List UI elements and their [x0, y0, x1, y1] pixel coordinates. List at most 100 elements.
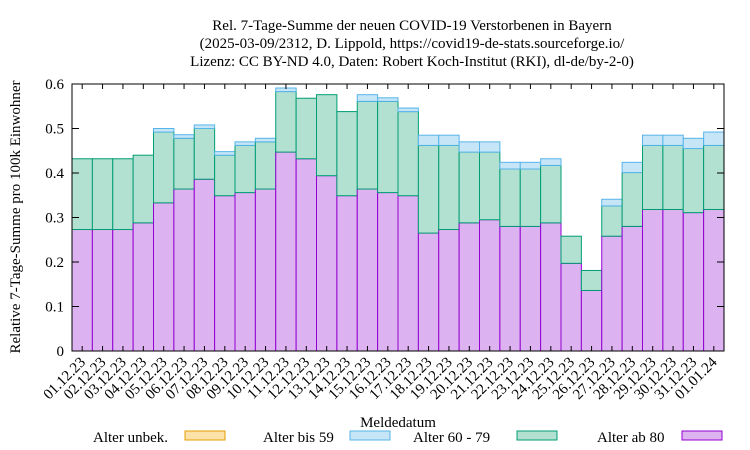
y-tick-label: 0.6 [45, 77, 64, 93]
bar-alter-bis-59-9 [254, 137, 277, 143]
bar-alter-bis-59-17 [417, 134, 440, 146]
bar-alter-bis-59-21 [499, 161, 521, 170]
bar-alter-60-79-3 [132, 154, 155, 224]
bar-alter-60-79-6 [193, 128, 216, 180]
bar-alter-60-79-31 [703, 144, 725, 210]
bar-alter-ab-80-28 [642, 208, 664, 352]
bar-alter-60-79-7 [214, 154, 236, 197]
bar-alter-bis-59-26 [601, 198, 623, 207]
bar-alter-ab-80-20 [479, 219, 501, 352]
bar-alter-bis-59-28 [642, 134, 664, 146]
bar-alter-60-79-20 [479, 151, 501, 221]
y-axis: 0 0.1 0.2 0.3 0.4 0.5 0.6 [45, 77, 724, 360]
bar-alter-ab-80-26 [601, 235, 623, 352]
bar-alter-60-79-30 [682, 148, 705, 214]
bar-alter-60-79-29 [662, 144, 684, 210]
bar-alter-ab-80-27 [621, 225, 644, 352]
bar-alter-bis-59-27 [621, 161, 644, 174]
bar-alter-bis-59-14 [356, 94, 379, 102]
bar-alter-ab-80-2 [112, 229, 134, 352]
bar-alter-60-79-18 [438, 144, 460, 231]
legend-label: Alter ab 80 [597, 430, 664, 446]
bar-alter-60-79-2 [112, 158, 134, 231]
bar-alter-60-79-23 [540, 164, 562, 224]
bar-alter-bis-59-15 [377, 97, 399, 102]
legend-label: Alter 60 - 79 [413, 430, 490, 446]
bar-alter-ab-80-22 [519, 225, 542, 352]
bar-alter-ab-80-10 [275, 151, 297, 352]
title-line-2: (2025-03-09/2312, D. Lippold, https://co… [200, 36, 625, 52]
bar-alter-ab-80-13 [336, 195, 358, 352]
bar-alter-ab-80-6 [193, 178, 216, 352]
bar-alter-ab-80-12 [316, 175, 338, 352]
bar-alter-60-79-26 [601, 205, 623, 237]
x-axis-label: Meldedatum [360, 415, 436, 431]
y-axis-label: Relative 7-Tage-Summe pro 100k Einwohner [8, 80, 24, 353]
y-tick-label: 0.2 [45, 255, 64, 271]
bar-alter-ab-80-9 [254, 188, 277, 352]
bar-alter-bis-59-6 [193, 124, 216, 130]
bar-alter-ab-80-18 [438, 229, 460, 352]
bar-alter-60-79-21 [499, 168, 521, 227]
bar-alter-60-79-9 [254, 141, 277, 190]
bar-alter-bis-59-5 [173, 134, 195, 139]
bar-alter-60-79-12 [316, 94, 338, 177]
chart-title: Rel. 7-Tage-Summe der neuen COVID-19 Ver… [190, 18, 634, 70]
bar-alter-bis-59-31 [703, 131, 725, 146]
bar-alter-bis-59-20 [479, 141, 501, 153]
title-line-3: Lizenz: CC BY-ND 4.0, Daten: Robert Koch… [190, 54, 634, 70]
bar-alter-60-79-25 [580, 269, 603, 291]
title-line-1: Rel. 7-Tage-Summe der neuen COVID-19 Ver… [212, 18, 612, 34]
bar-alter-60-79-1 [91, 158, 114, 231]
bar-alter-60-79-11 [295, 97, 318, 160]
bar-alter-bis-59-19 [458, 141, 481, 153]
y-tick-label: 0.5 [45, 122, 64, 138]
bar-alter-ab-80-14 [356, 188, 379, 352]
legend-swatch [349, 430, 391, 441]
bar-alter-ab-80-30 [682, 212, 705, 352]
bar-alter-bis-59-16 [397, 107, 419, 113]
bar-alter-60-79-14 [356, 100, 379, 190]
bar-alter-60-79-13 [336, 111, 358, 197]
bar-alter-bis-59-30 [682, 137, 705, 150]
bar-alter-60-79-19 [458, 151, 481, 224]
bars [71, 87, 725, 352]
bar-alter-ab-80-1 [91, 229, 114, 352]
bar-alter-60-79-24 [560, 235, 582, 264]
legend-swatch [184, 430, 226, 441]
bar-alter-60-79-16 [397, 111, 419, 197]
legend-label: Alter bis 59 [263, 430, 334, 446]
legend-swatch [681, 430, 723, 441]
bar-alter-ab-80-16 [397, 195, 419, 352]
y-tick-label: 0.3 [45, 211, 64, 227]
bar-alter-ab-80-31 [703, 208, 725, 352]
bar-alter-60-79-28 [642, 144, 664, 210]
bar-alter-60-79-22 [519, 168, 542, 227]
bar-alter-ab-80-24 [560, 262, 582, 352]
bar-alter-ab-80-29 [662, 208, 684, 352]
bar-alter-bis-59-29 [662, 134, 684, 146]
bar-alter-ab-80-11 [295, 158, 318, 352]
bar-alter-ab-80-4 [153, 202, 175, 352]
bar-alter-60-79-10 [275, 91, 297, 153]
bar-alter-bis-59-4 [153, 128, 175, 133]
bar-alter-60-79-5 [173, 137, 195, 190]
legend-swatch [516, 430, 558, 441]
bar-alter-ab-80-3 [132, 222, 155, 352]
bar-alter-60-79-8 [234, 144, 256, 194]
bar-alter-ab-80-7 [214, 195, 236, 352]
bar-alter-ab-80-25 [580, 289, 603, 352]
bar-alter-60-79-4 [153, 131, 175, 204]
bar-alter-bis-59-7 [214, 151, 236, 156]
bar-alter-ab-80-23 [540, 222, 562, 352]
bar-alter-ab-80-17 [417, 232, 440, 352]
y-tick-label: 0.1 [45, 300, 64, 316]
bar-alter-ab-80-5 [173, 188, 195, 352]
bar-alter-bis-59-23 [540, 158, 562, 166]
bar-alter-ab-80-15 [377, 192, 399, 352]
bar-alter-60-79-27 [621, 172, 644, 227]
y-tick-label: 0.4 [45, 166, 64, 182]
bar-alter-60-79-0 [71, 158, 93, 231]
bar-alter-60-79-15 [377, 100, 399, 194]
